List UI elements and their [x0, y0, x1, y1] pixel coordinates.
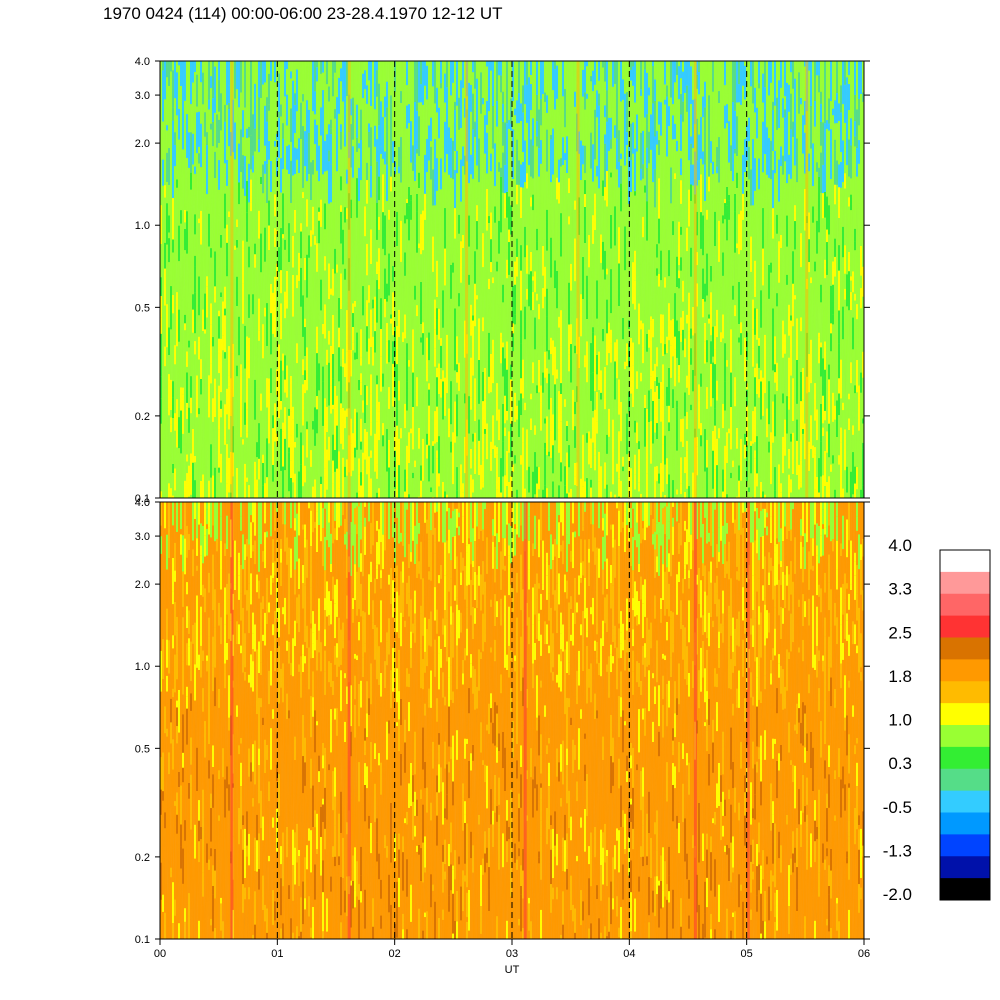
y-tick-label: 0.5 [135, 302, 150, 314]
y-tick-label: 0.2 [135, 852, 150, 864]
x-tick-label: 00 [154, 948, 166, 960]
y-tick-label: 4.0 [135, 56, 150, 68]
colorbar-swatch [940, 593, 990, 617]
colorbar: 4.0 3.3 2.5 1.8 1.0 0.3 -0.5 -1.3 -2.0 [883, 536, 991, 904]
x-tick-label: 01 [271, 948, 283, 960]
y-tick-label: 3.0 [135, 90, 150, 102]
colorbar-label: 1.0 [888, 711, 912, 730]
x-tick-label: 02 [389, 948, 401, 960]
y-tick-label: 0.2 [135, 411, 150, 423]
x-tick-label: 05 [741, 948, 753, 960]
y-tick-label: 4.0 [135, 497, 150, 509]
colorbar-label: 4.0 [888, 536, 912, 555]
colorbar-swatch [940, 659, 990, 682]
colorbar-label: -0.5 [883, 798, 912, 817]
colorbar-swatch [940, 615, 990, 639]
colorbar-swatch [940, 768, 990, 792]
x-axis: 00 01 02 03 04 05 06 UT [154, 939, 870, 976]
colorbar-label: -2.0 [883, 885, 912, 904]
colorbar-swatch [940, 812, 990, 835]
x-tick-label: 03 [506, 948, 518, 960]
y-tick-label: 2.0 [135, 138, 150, 150]
chart-title: 1970 0424 (114) 00:00-06:00 23-28.4.1970… [103, 4, 503, 23]
top-spectrogram-panel: 0.1 0.2 0.5 1.0 2.0 3.0 4.0 [135, 56, 870, 505]
colorbar-label: -1.3 [883, 841, 912, 860]
colorbar-swatch [940, 856, 990, 879]
colorbar-label: 2.5 [888, 623, 912, 642]
colorbar-label: 1.8 [888, 667, 912, 686]
colorbar-swatch [940, 725, 990, 748]
y-tick-label: 2.0 [135, 579, 150, 591]
colorbar-swatch [940, 681, 990, 704]
y-tick-label: 3.0 [135, 531, 150, 543]
y-tick-label: 1.0 [135, 661, 150, 673]
colorbar-swatch [940, 550, 990, 573]
y-tick-label: 0.5 [135, 743, 150, 755]
x-tick-label: 04 [623, 948, 635, 960]
colorbar-swatch [940, 834, 990, 857]
y-tick-label: 0.1 [135, 493, 150, 505]
colorbar-swatch [940, 637, 990, 660]
colorbar-swatch [940, 790, 990, 814]
colorbar-frame [939, 549, 991, 901]
colorbar-swatch [940, 746, 990, 770]
colorbar-label: 0.3 [888, 754, 912, 773]
x-tick-label: 06 [858, 948, 870, 960]
panel-frame [159, 60, 865, 499]
y-tick-label: 0.1 [135, 934, 150, 946]
colorbar-swatch [940, 703, 990, 726]
colorbar-swatch [940, 571, 990, 595]
x-axis-label: UT [505, 964, 520, 976]
y-tick-label: 1.0 [135, 220, 150, 232]
colorbar-label: 3.3 [888, 580, 912, 599]
colorbar-swatch [940, 878, 990, 901]
bottom-spectrogram-panel: 0.1 0.2 0.5 1.0 2.0 3.0 4.0 [135, 497, 870, 946]
